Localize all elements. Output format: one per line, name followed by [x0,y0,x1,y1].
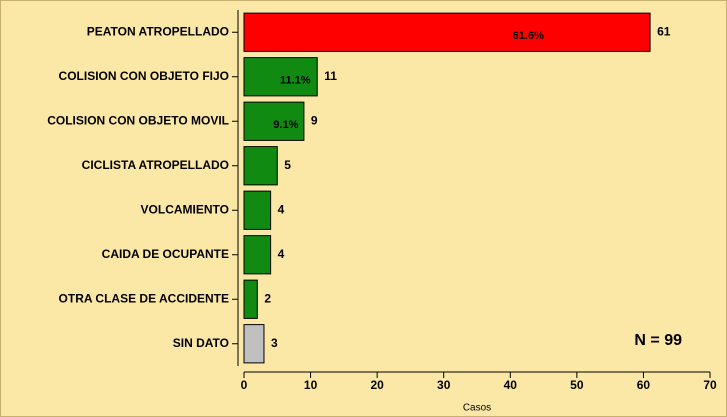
x-tick-label: 20 [370,378,384,392]
percent-label: 11.1% [280,75,311,87]
y-tick-label: PEATON ATROPELLADO [87,24,229,38]
x-axis-label: Casos [463,403,491,414]
bar [243,57,318,97]
bar [243,12,651,52]
value-label: 9 [311,113,318,127]
x-tick-label: 30 [437,378,451,392]
value-label: 11 [324,69,337,83]
bar [243,235,272,275]
y-tick-label: OTRA CLASE DE ACCIDENTE [59,291,229,305]
bar [243,101,305,141]
x-tick-label: 50 [570,378,584,392]
x-tick-label: 0 [241,378,248,392]
x-tick-label: 10 [304,378,318,392]
bar [243,190,272,230]
value-label: 4 [278,202,285,216]
annotation: N = 99 [634,332,682,349]
value-label: 2 [264,291,271,305]
percent-label: 61.6% [513,30,544,42]
x-tick-label: 70 [703,378,717,392]
y-tick-label: VOLCAMIENTO [141,202,229,216]
bar [243,279,258,319]
y-tick-label: COLISION CON OBJETO FIJO [59,69,229,83]
value-label: 61 [657,24,671,38]
bar [243,146,278,186]
y-tick-label: CAIDA DE OCUPANTE [102,247,229,261]
percent-label: 9.1% [273,119,298,131]
y-tick-label: CICLISTA ATROPELLADO [82,158,229,172]
value-label: 3 [271,336,278,350]
y-tick-label: SIN DATO [173,336,229,350]
bar [243,324,265,364]
y-tick-label: COLISION CON OBJETO MOVIL [47,113,229,127]
x-tick-label: 40 [504,378,518,392]
x-tick-label: 60 [637,378,651,392]
value-label: 4 [278,247,285,261]
value-label: 5 [284,158,291,172]
